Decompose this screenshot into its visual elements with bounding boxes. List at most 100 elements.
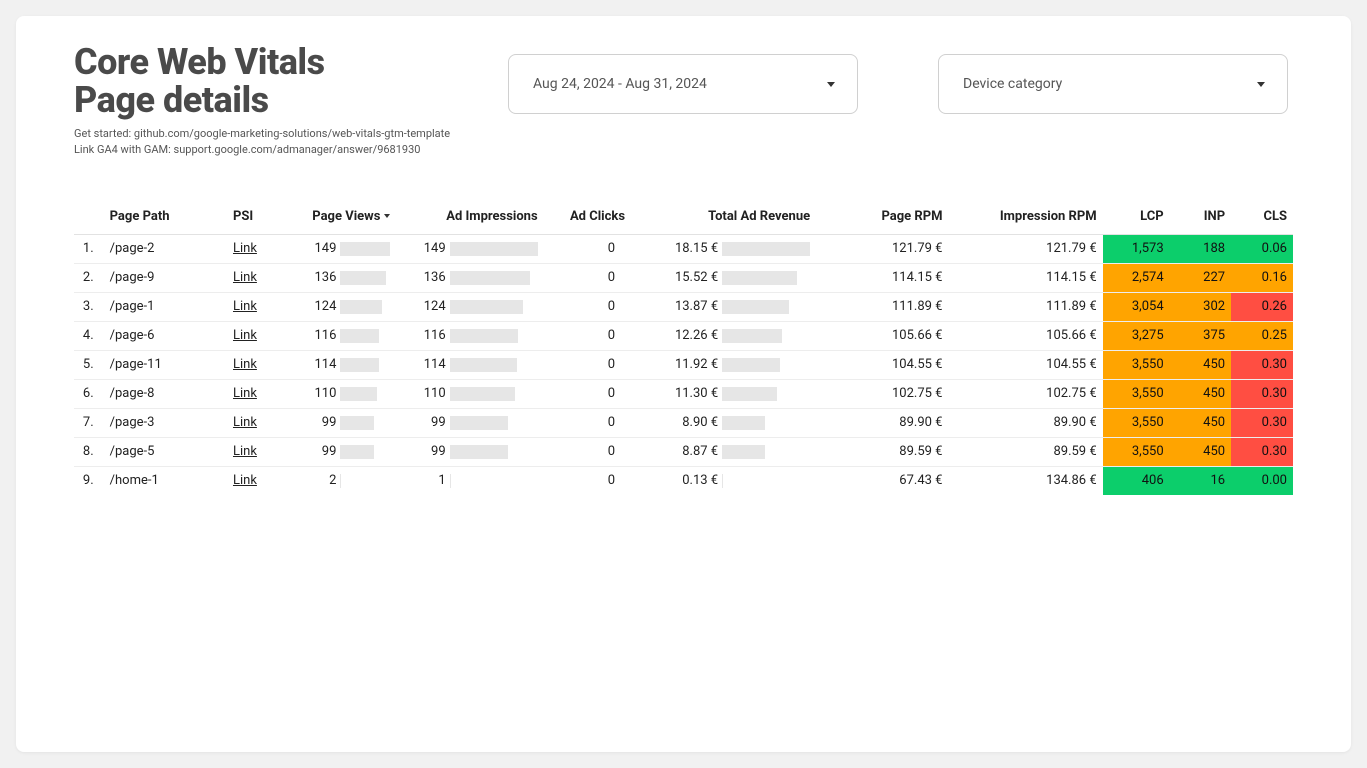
cls-cell: 0.30 xyxy=(1231,350,1293,379)
page-path: /page-2 xyxy=(104,234,227,263)
col-header[interactable]: INP xyxy=(1170,201,1231,235)
inp-cell: 302 xyxy=(1170,292,1231,321)
psi-cell: Link xyxy=(227,466,284,495)
page-path: /page-11 xyxy=(104,350,227,379)
lcp-cell: 3,550 xyxy=(1103,408,1170,437)
bar-cell: 12.26 € xyxy=(631,321,816,350)
vitals-table: Page PathPSIPage ViewsAd ImpressionsAd C… xyxy=(74,201,1293,496)
psi-cell: Link xyxy=(227,321,284,350)
bar-cell: 116 xyxy=(396,321,543,350)
col-header[interactable]: Total Ad Revenue xyxy=(631,201,816,235)
cell-value: 1 xyxy=(438,473,447,488)
page-rpm-cell: 111.89 € xyxy=(816,292,948,321)
controls: Aug 24, 2024 - Aug 31, 2024 Device categ… xyxy=(508,44,1293,114)
impression-rpm-cell: 121.79 € xyxy=(948,234,1102,263)
col-header[interactable]: Page RPM xyxy=(816,201,948,235)
ad-clicks-cell: 0 xyxy=(544,466,631,495)
col-header[interactable]: Page Views xyxy=(284,201,396,235)
cell-value: 110 xyxy=(424,386,448,401)
cell-value: 0 xyxy=(608,386,617,401)
lcp-cell: 3,550 xyxy=(1103,350,1170,379)
col-header[interactable]: CLS xyxy=(1231,201,1293,235)
row-index: 9. xyxy=(74,466,104,495)
cls-cell: 0.00 xyxy=(1231,466,1293,495)
cell-value: 0.13 € xyxy=(682,473,720,488)
ad-clicks-cell: 0 xyxy=(544,408,631,437)
device-category-dropdown[interactable]: Device category xyxy=(938,54,1288,114)
ad-clicks-cell: 0 xyxy=(544,350,631,379)
cell-value: 0 xyxy=(608,299,617,314)
col-header[interactable]: Ad Clicks xyxy=(544,201,631,235)
page-path: /page-9 xyxy=(104,263,227,292)
bar-cell: 114 xyxy=(396,350,543,379)
bar-cell: 8.87 € xyxy=(631,437,816,466)
cls-cell: 0.16 xyxy=(1231,263,1293,292)
page-title: Core Web Vitals Page details xyxy=(74,44,484,120)
table-row: 5./page-11Link114114011.92 €104.55 €104.… xyxy=(74,350,1293,379)
cell-value: 149 xyxy=(314,241,338,256)
psi-link[interactable]: Link xyxy=(233,444,257,459)
bar-cell: 15.52 € xyxy=(631,263,816,292)
subtitle: Get started: github.com/google-marketing… xyxy=(74,126,484,159)
psi-link[interactable]: Link xyxy=(233,270,257,285)
page-rpm-cell: 89.90 € xyxy=(816,408,948,437)
row-index: 4. xyxy=(74,321,104,350)
inp-cell: 16 xyxy=(1170,466,1231,495)
impression-rpm-cell: 104.55 € xyxy=(948,350,1102,379)
cell-value: 149 xyxy=(424,241,448,256)
psi-link[interactable]: Link xyxy=(233,473,257,488)
col-header[interactable]: Page Path xyxy=(104,201,227,235)
bar-cell: 116 xyxy=(284,321,396,350)
lcp-cell: 406 xyxy=(1103,466,1170,495)
bar-cell: 13.87 € xyxy=(631,292,816,321)
cls-cell: 0.30 xyxy=(1231,408,1293,437)
cell-value: 0 xyxy=(608,473,617,488)
psi-link[interactable]: Link xyxy=(233,386,257,401)
row-index: 6. xyxy=(74,379,104,408)
impression-rpm-cell: 134.86 € xyxy=(948,466,1102,495)
impression-rpm-cell: 89.90 € xyxy=(948,408,1102,437)
cell-value: 0 xyxy=(608,328,617,343)
lcp-cell: 3,550 xyxy=(1103,379,1170,408)
psi-link[interactable]: Link xyxy=(233,328,257,343)
page-rpm-cell: 121.79 € xyxy=(816,234,948,263)
table-row: 9./home-1Link2100.13 €67.43 €134.86 €406… xyxy=(74,466,1293,495)
bar-cell: 99 xyxy=(284,408,396,437)
inp-cell: 188 xyxy=(1170,234,1231,263)
cell-value: 0 xyxy=(608,270,617,285)
cell-value: 116 xyxy=(424,328,448,343)
cell-value: 99 xyxy=(322,415,339,430)
table-row: 1./page-2Link149149018.15 €121.79 €121.7… xyxy=(74,234,1293,263)
bar-cell: 2 xyxy=(284,466,396,495)
lcp-cell: 2,574 xyxy=(1103,263,1170,292)
psi-link[interactable]: Link xyxy=(233,415,257,430)
impression-rpm-cell: 111.89 € xyxy=(948,292,1102,321)
cell-value: 11.92 € xyxy=(675,357,720,372)
bar-cell: 110 xyxy=(396,379,543,408)
psi-link[interactable]: Link xyxy=(233,357,257,372)
col-header[interactable] xyxy=(74,201,104,235)
chevron-down-icon xyxy=(1257,82,1265,87)
row-index: 1. xyxy=(74,234,104,263)
col-header[interactable]: Ad Impressions xyxy=(396,201,543,235)
cell-value: 136 xyxy=(424,270,448,285)
cell-value: 110 xyxy=(314,386,338,401)
cell-value: 11.30 € xyxy=(675,386,720,401)
col-header[interactable]: Impression RPM xyxy=(948,201,1102,235)
col-header[interactable]: PSI xyxy=(227,201,284,235)
page-path: /home-1 xyxy=(104,466,227,495)
ad-clicks-cell: 0 xyxy=(544,292,631,321)
date-range-dropdown[interactable]: Aug 24, 2024 - Aug 31, 2024 xyxy=(508,54,858,114)
bar-cell: 136 xyxy=(396,263,543,292)
page-rpm-cell: 102.75 € xyxy=(816,379,948,408)
cell-value: 99 xyxy=(322,444,339,459)
psi-link[interactable]: Link xyxy=(233,299,257,314)
cell-value: 99 xyxy=(431,415,448,430)
date-range-label: Aug 24, 2024 - Aug 31, 2024 xyxy=(533,76,707,92)
bar-cell: 124 xyxy=(396,292,543,321)
row-index: 8. xyxy=(74,437,104,466)
psi-link[interactable]: Link xyxy=(233,241,257,256)
cell-value: 15.52 € xyxy=(675,270,720,285)
impression-rpm-cell: 114.15 € xyxy=(948,263,1102,292)
col-header[interactable]: LCP xyxy=(1103,201,1170,235)
